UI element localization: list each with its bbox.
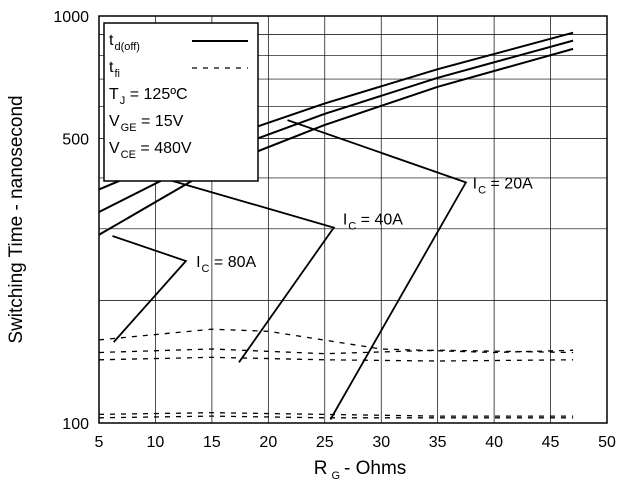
plot-frame (98, 15, 608, 424)
legend-entry: td(off) (109, 32, 140, 53)
legend-condition-rest: = 125ºC (125, 86, 187, 103)
series-t_fi-line (98, 348, 574, 355)
y-tick-label: 1000 (53, 9, 89, 26)
legend-condition-main: V (109, 113, 120, 130)
legend-entry-sub: fi (114, 68, 120, 80)
x-tick-label: 10 (147, 434, 165, 451)
annotation-label-rest: = 80A (209, 254, 256, 271)
legend-condition: VGE = 15V (109, 113, 184, 134)
x-axis-title-rest: - Ohms (344, 458, 406, 479)
legend-entry: tfi (109, 59, 120, 80)
y-axis-title: Switching Time - nanosecond (6, 95, 27, 343)
x-tick-label: 45 (542, 434, 560, 451)
x-tick-label: 25 (316, 434, 334, 451)
annotation-label: IC = 80A (196, 254, 256, 275)
x-tick-label: 5 (95, 434, 104, 451)
annotation-label: IC = 20A (473, 175, 533, 196)
legend-condition-main: V (109, 140, 120, 157)
legend-condition-sub: CE (121, 149, 136, 161)
annotation-label-rest: = 20A (486, 175, 533, 192)
annotation-label-sub: C (348, 221, 356, 233)
legend-box (103, 22, 259, 182)
series-t_fi-line (98, 412, 574, 417)
annotation-leader-line (112, 235, 188, 343)
series-t_fi-line (98, 356, 574, 362)
x-axis-title-sub: G (331, 470, 340, 482)
legend-entry-main: t (109, 59, 114, 76)
annotation-label-rest: = 40A (356, 212, 403, 229)
y-tick-label: 500 (62, 132, 89, 149)
legend-entry-main: t (109, 32, 114, 49)
annotation-leader-line (169, 179, 336, 363)
annotation-label-sub: C (202, 263, 210, 275)
annotation-label-sub: C (478, 184, 486, 196)
annotation-label-main: I (343, 212, 347, 229)
annotation-label: IC = 40A (343, 212, 403, 233)
y-tick-labels: 100 500 1000 (53, 9, 89, 433)
annotation-leader-line (287, 119, 468, 420)
legend-condition: TJ = 125ºC (109, 86, 188, 107)
legend-condition-sub: J (120, 95, 126, 107)
annotation-label-main: I (196, 254, 200, 271)
legend-condition-main: T (109, 86, 119, 103)
series-td_off-line (98, 47, 574, 236)
x-tick-label: 40 (485, 434, 503, 451)
legend-condition-sub: GE (121, 122, 137, 134)
x-tick-label: 30 (372, 434, 390, 451)
legend-condition-rest: = 480V (136, 140, 192, 157)
x-tick-label: 50 (598, 434, 616, 451)
annotation-label-main: I (473, 175, 477, 192)
legend-condition-rest: = 15V (137, 113, 184, 130)
legend-entry-sub: d(off) (114, 41, 139, 53)
x-tick-label: 20 (259, 434, 277, 451)
series-t_fi-line (98, 328, 574, 354)
series-t_fi-line (98, 415, 574, 419)
y-tick-label: 100 (62, 416, 89, 433)
x-tick-label: 15 (203, 434, 221, 451)
x-axis-title-main: R (314, 458, 328, 479)
legend-condition: VCE = 480V (109, 140, 192, 161)
x-tick-label: 35 (429, 434, 447, 451)
x-tick-labels: 5 10 15 20 25 30 35 40 45 50 (95, 434, 616, 451)
